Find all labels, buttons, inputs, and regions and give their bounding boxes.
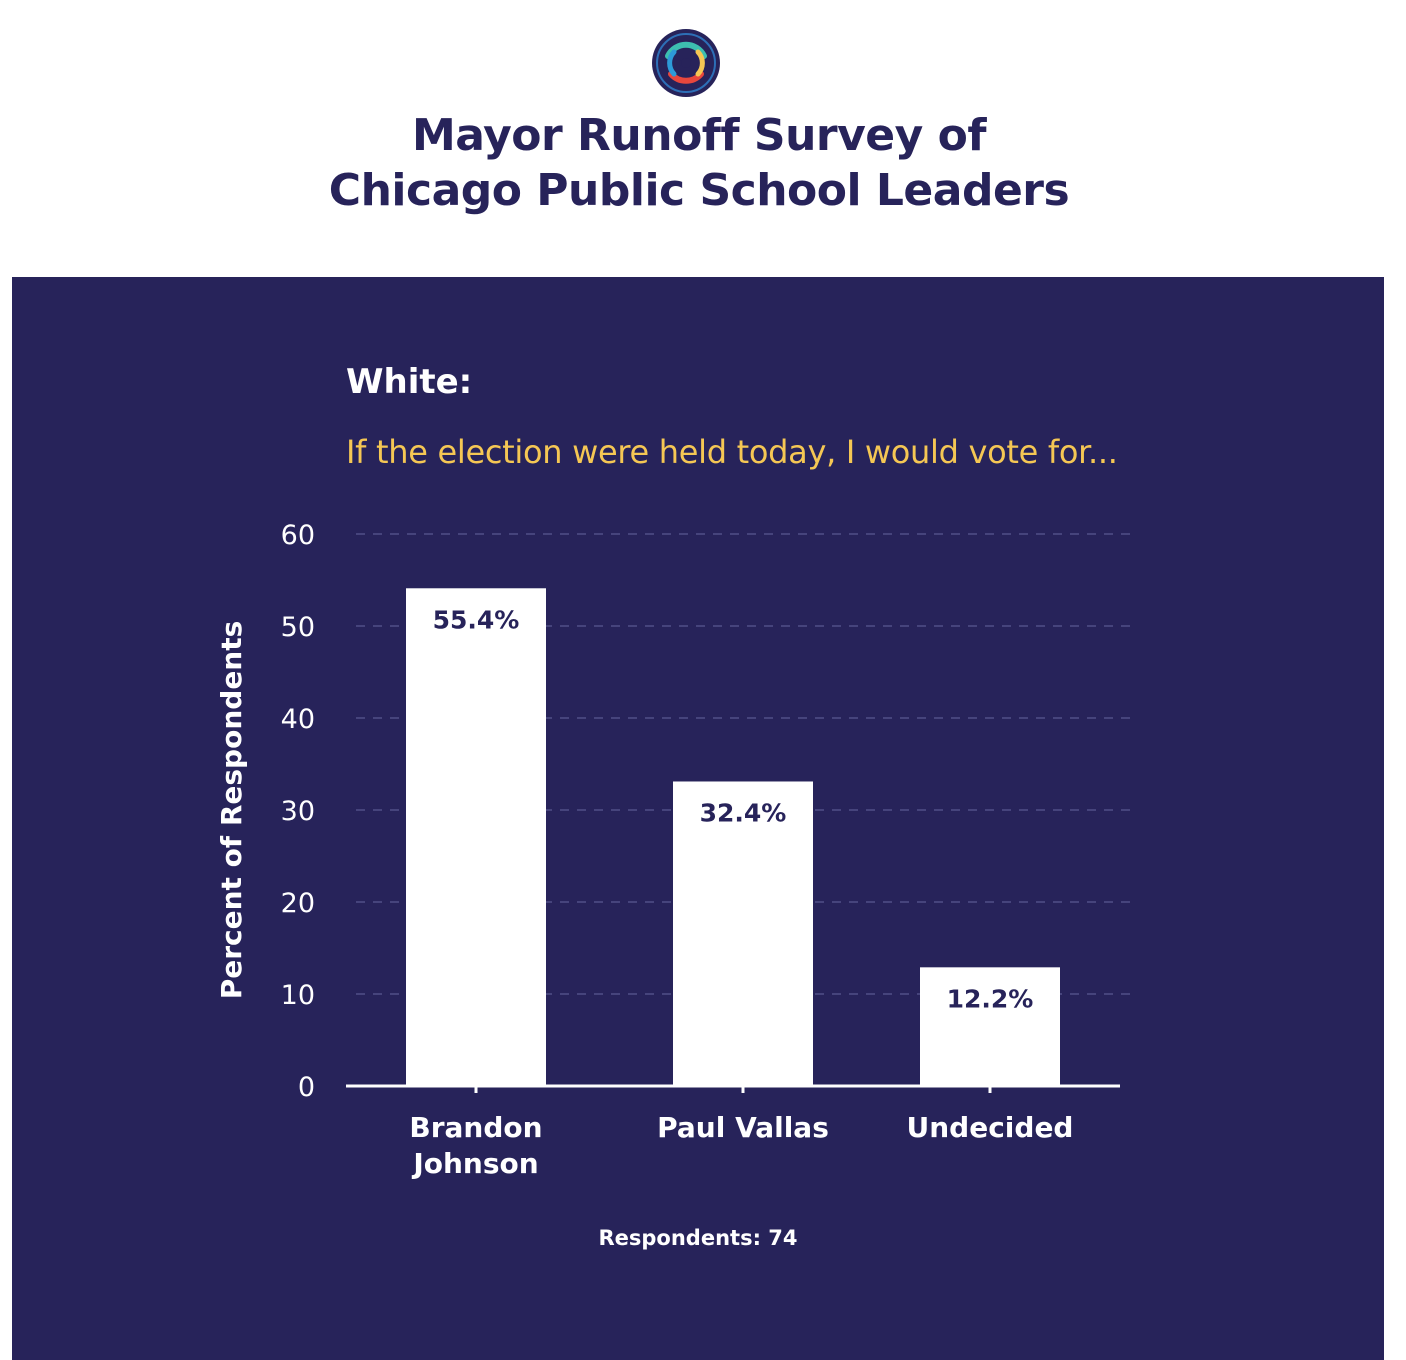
page-title: Mayor Runoff Survey of Chicago Public Sc… bbox=[0, 108, 1398, 218]
bar-data-label: 32.4% bbox=[700, 798, 787, 827]
y-tick-label: 60 bbox=[281, 520, 315, 551]
y-tick-label: 50 bbox=[281, 612, 315, 643]
y-tick-label: 10 bbox=[281, 980, 315, 1011]
survey-question: If the election were held today, I would… bbox=[346, 433, 1118, 471]
x-category-label: Undecided bbox=[907, 1111, 1074, 1144]
bar bbox=[673, 781, 813, 1086]
section-heading: White: bbox=[346, 362, 473, 402]
bar bbox=[920, 967, 1060, 1086]
respondents-count: Respondents: 74 bbox=[598, 1226, 798, 1250]
x-category-label: Brandon bbox=[409, 1111, 542, 1144]
x-category-label: Johnson bbox=[411, 1147, 538, 1180]
y-tick-label: 40 bbox=[281, 704, 315, 735]
bar bbox=[406, 588, 546, 1086]
y-tick-label: 0 bbox=[298, 1072, 315, 1103]
y-tick-label: 20 bbox=[281, 888, 315, 919]
y-tick-label: 30 bbox=[281, 796, 315, 827]
page-title-line-2: Chicago Public School Leaders bbox=[328, 165, 1070, 216]
survey-target-logo-icon bbox=[652, 29, 720, 97]
bar-data-label: 55.4% bbox=[433, 605, 520, 634]
page-title-line-1: Mayor Runoff Survey of bbox=[411, 110, 987, 161]
bar-data-label: 12.2% bbox=[947, 984, 1034, 1013]
y-axis-label: Percent of Respondents bbox=[215, 621, 248, 1000]
bar-chart: 0 10 20 30 40 50 60 Percent of Respondents 55.4%… bbox=[215, 520, 1130, 1180]
x-category-label: Paul Vallas bbox=[657, 1111, 829, 1144]
